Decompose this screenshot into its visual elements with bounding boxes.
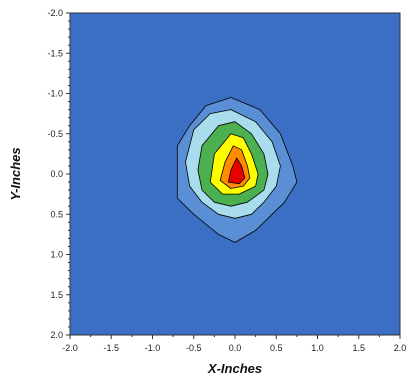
x-tick-label: -1.5 [103,343,119,353]
y-tick-label: 0.0 [50,169,63,179]
y-tick-label: -1.0 [47,89,63,99]
y-tick-label: 2.0 [50,330,63,340]
contour-level-6 [227,157,246,185]
x-tick-label: 0.0 [229,343,242,353]
x-axis-ticks: -2.0 -1.5 -1.0 -0.5 0.0 0.5 1.0 1.5 2.0 [62,335,406,353]
x-axis-title: X-Inches [207,361,262,376]
y-tick-label: 1.0 [50,250,63,260]
x-tick-label: -0.5 [186,343,202,353]
y-axis-title: Y-Inches [8,147,23,200]
x-tick-label: 0.5 [270,343,283,353]
x-tick-label: 1.5 [352,343,365,353]
x-tick-label: -1.0 [145,343,161,353]
y-tick-label: 1.5 [50,290,63,300]
y-tick-label: -2.0 [47,8,63,18]
y-tick-label: 0.5 [50,209,63,219]
x-tick-label: -2.0 [62,343,78,353]
x-tick-label: 2.0 [394,343,407,353]
y-axis-ticks: -2.0 -1.5 -1.0 -0.5 0.0 0.5 1.0 1.5 2.0 [47,8,70,340]
contour-levels [176,97,298,243]
y-tick-label: -1.5 [47,48,63,58]
y-tick-label: -0.5 [47,129,63,139]
x-tick-label: 1.0 [311,343,324,353]
